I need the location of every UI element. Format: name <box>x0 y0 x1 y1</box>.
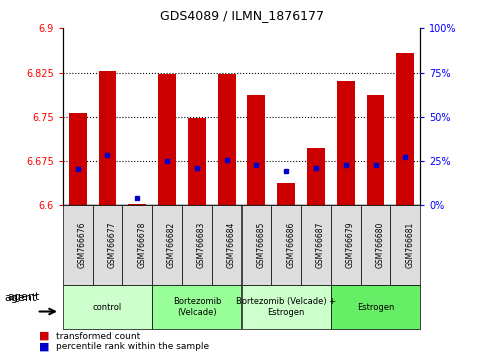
Text: transformed count: transformed count <box>56 332 140 341</box>
Bar <box>301 205 331 285</box>
Bar <box>218 74 236 205</box>
Bar <box>152 285 242 329</box>
Text: control: control <box>93 303 122 312</box>
Text: ■: ■ <box>39 331 49 341</box>
Text: ■: ■ <box>39 341 49 351</box>
Bar <box>247 95 265 205</box>
Bar <box>69 113 86 205</box>
Bar <box>99 71 116 205</box>
Text: GSM766686: GSM766686 <box>286 222 295 268</box>
Text: GDS4089 / ILMN_1876177: GDS4089 / ILMN_1876177 <box>159 9 324 22</box>
Bar <box>337 81 355 205</box>
Bar <box>277 183 295 205</box>
Bar <box>331 285 420 329</box>
Bar <box>242 285 331 329</box>
Bar <box>307 148 325 205</box>
Bar <box>63 205 93 285</box>
Text: GSM766685: GSM766685 <box>256 222 265 268</box>
Text: agent: agent <box>8 292 40 302</box>
Bar <box>93 205 122 285</box>
Text: GSM766681: GSM766681 <box>405 222 414 268</box>
Bar <box>188 118 206 205</box>
Text: GSM766679: GSM766679 <box>346 222 355 268</box>
Text: GSM766677: GSM766677 <box>108 222 116 268</box>
Text: GSM766678: GSM766678 <box>137 222 146 268</box>
Bar <box>122 205 152 285</box>
Text: Estrogen: Estrogen <box>357 303 394 312</box>
Text: percentile rank within the sample: percentile rank within the sample <box>56 342 209 351</box>
Bar <box>152 205 182 285</box>
Bar <box>331 205 361 285</box>
Bar <box>390 205 420 285</box>
Bar <box>397 53 414 205</box>
Bar <box>242 205 271 285</box>
Text: GSM766676: GSM766676 <box>78 222 86 268</box>
Bar <box>212 205 242 285</box>
Bar <box>158 74 176 205</box>
Bar <box>271 205 301 285</box>
Text: Bortezomib
(Velcade): Bortezomib (Velcade) <box>172 297 221 317</box>
Bar <box>367 95 384 205</box>
Bar <box>63 285 152 329</box>
Text: Bortezomib (Velcade) +
Estrogen: Bortezomib (Velcade) + Estrogen <box>236 297 336 317</box>
Bar <box>361 205 390 285</box>
Text: agent: agent <box>5 293 37 303</box>
Text: GSM766682: GSM766682 <box>167 222 176 268</box>
Bar <box>128 204 146 205</box>
Text: GSM766680: GSM766680 <box>376 222 384 268</box>
Bar <box>182 205 212 285</box>
Text: GSM766684: GSM766684 <box>227 222 236 268</box>
Text: GSM766687: GSM766687 <box>316 222 325 268</box>
Text: GSM766683: GSM766683 <box>197 222 206 268</box>
